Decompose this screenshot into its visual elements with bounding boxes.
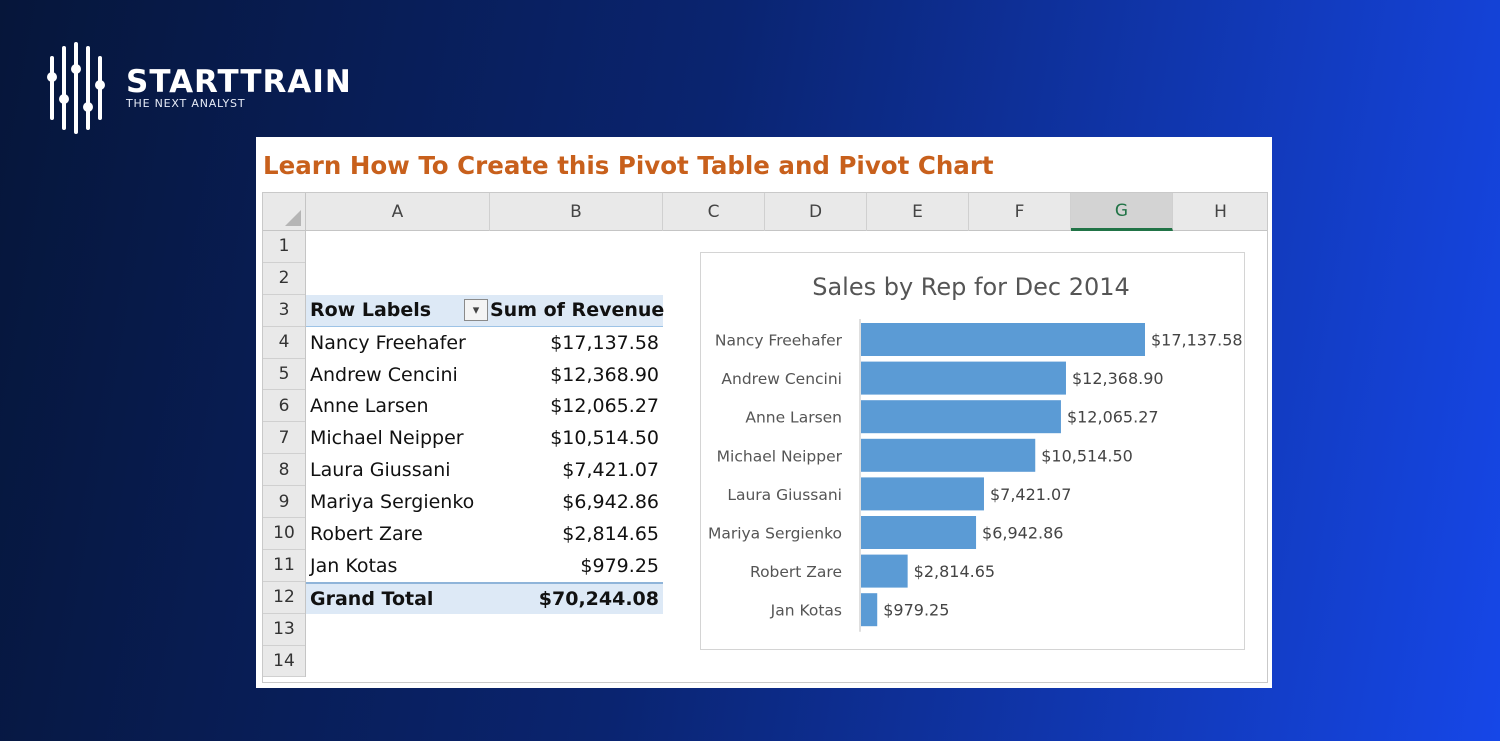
bar-chart-svg: Sales by Rep for Dec 2014 Nancy Freehafe… [708,273,1243,632]
rep-name-cell[interactable]: Anne Larsen [310,395,429,418]
sort-filter-icon[interactable]: ▾ [464,299,488,322]
revenue-cell[interactable]: $12,368.90 [550,363,659,386]
pivot-row: Andrew Cencini $12,368.90 [306,359,663,391]
row-header[interactable]: 13 [263,614,305,646]
column-header-d[interactable]: D [765,193,867,231]
pivot-row: Anne Larsen $12,065.27 [306,391,663,423]
row-labels-header[interactable]: Row Labels [310,299,432,322]
pivot-row: Jan Kotas $979.25 [306,550,663,582]
grand-total-row: Grand Total $70,244.08 [306,581,663,614]
pivot-header-row: Row Labels ▾ Sum of Revenue [306,294,665,327]
chart-bar[interactable] [861,361,1066,395]
chart-bar[interactable] [861,593,878,627]
row-headers: 1 2 3 4 5 6 7 8 9 10 11 12 13 14 [263,231,306,678]
chart-category-label: Jan Kotas [770,602,842,620]
pivot-chart[interactable]: Sales by Rep for Dec 2014 Nancy Freehafe… [700,252,1245,650]
chart-category-label: Nancy Freehafer [715,332,843,350]
chart-data-label: $17,137.58 [1151,331,1243,350]
chart-bar[interactable] [861,400,1061,434]
chart-bar[interactable] [861,516,977,549]
row-header[interactable]: 6 [263,390,305,423]
row-header[interactable]: 7 [263,422,305,455]
chart-category-label: Robert Zare [750,563,842,581]
revenue-cell[interactable]: $7,421.07 [562,459,659,482]
chart-category-label: Laura Giussani [727,486,842,504]
rep-name-cell[interactable]: Nancy Freehafer [310,331,466,354]
column-header-e[interactable]: E [867,193,969,231]
revenue-cell[interactable]: $10,514.50 [550,427,659,450]
rep-name-cell[interactable]: Laura Giussani [310,459,451,482]
sum-of-revenue-header[interactable]: Sum of Revenue [490,299,665,322]
column-header-a[interactable]: A [306,193,490,231]
brand-logo: STARTTRAIN THE NEXT ANALYST [47,42,352,134]
chart-data-label: $12,368.90 [1072,369,1164,388]
row-header[interactable]: 11 [263,550,305,582]
rep-name-cell[interactable]: Andrew Cencini [310,363,458,386]
row-header[interactable]: 8 [263,454,305,487]
rep-name-cell[interactable]: Jan Kotas [310,554,398,577]
chart-data-label: $979.25 [883,601,949,620]
rep-name-cell[interactable]: Michael Neipper [310,427,464,450]
column-header-c[interactable]: C [663,193,765,231]
row-header[interactable]: 1 [263,231,305,263]
pivot-row: Michael Neipper $10,514.50 [306,422,663,454]
rep-name-cell[interactable]: Robert Zare [310,523,423,546]
brand-tagline: THE NEXT ANALYST [126,97,246,110]
chart-data-label: $12,065.27 [1067,408,1159,427]
chart-bar[interactable] [861,554,908,588]
row-header[interactable]: 5 [263,359,305,391]
pivot-row: Robert Zare $2,814.65 [306,518,663,550]
pivot-row: Nancy Freehafer $17,137.58 [306,327,663,359]
column-headers: A B C D E F G H [306,193,1267,231]
pivot-row: Laura Giussani $7,421.07 [306,454,663,486]
row-header[interactable]: 3 [263,295,305,327]
revenue-cell[interactable]: $979.25 [580,554,659,577]
chart-data-label: $2,814.65 [914,562,995,581]
rep-name-cell[interactable]: Mariya Sergienko [310,491,475,514]
row-header[interactable]: 2 [263,263,305,295]
chart-bar[interactable] [861,438,1036,472]
row-header[interactable]: 14 [263,646,305,678]
chart-category-label: Mariya Sergienko [708,525,842,543]
pivot-row: Mariya Sergienko $6,942.86 [306,486,663,518]
chart-data-label: $10,514.50 [1041,446,1133,465]
chart-title: Sales by Rep for Dec 2014 [812,273,1130,301]
column-header-b[interactable]: B [490,193,663,231]
row-header[interactable]: 12 [263,582,305,614]
chart-category-label: Anne Larsen [745,409,842,427]
row-header[interactable]: 9 [263,486,305,519]
revenue-cell[interactable]: $6,942.86 [562,491,659,514]
chart-category-label: Michael Neipper [717,447,843,465]
column-header-g[interactable]: G [1071,193,1173,231]
chart-category-label: Andrew Cencini [721,370,842,388]
revenue-cell[interactable]: $2,814.65 [562,523,659,546]
chart-data-label: $6,942.86 [982,524,1063,543]
revenue-cell[interactable]: $12,065.27 [550,395,659,418]
select-all-corner[interactable] [263,193,306,231]
chart-bar[interactable] [861,477,984,511]
row-header[interactable]: 10 [263,518,305,550]
screenshot-panel: Learn How To Create this Pivot Table and… [256,137,1272,688]
chart-bar[interactable] [861,323,1145,356]
revenue-cell[interactable]: $17,137.58 [550,331,659,354]
row-header[interactable]: 4 [263,327,305,359]
chart-data-label: $7,421.07 [990,485,1071,504]
grand-total-label[interactable]: Grand Total [310,587,434,610]
grand-total-value[interactable]: $70,244.08 [538,587,659,610]
column-header-h[interactable]: H [1173,193,1267,231]
page-title: Learn How To Create this Pivot Table and… [263,151,994,180]
spreadsheet[interactable]: A B C D E F G H 1 2 3 4 5 6 7 8 9 10 11 … [262,192,1268,683]
brand-name: STARTTRAIN [126,64,352,100]
equalizer-logo-icon [47,42,112,134]
column-header-f[interactable]: F [969,193,1071,231]
